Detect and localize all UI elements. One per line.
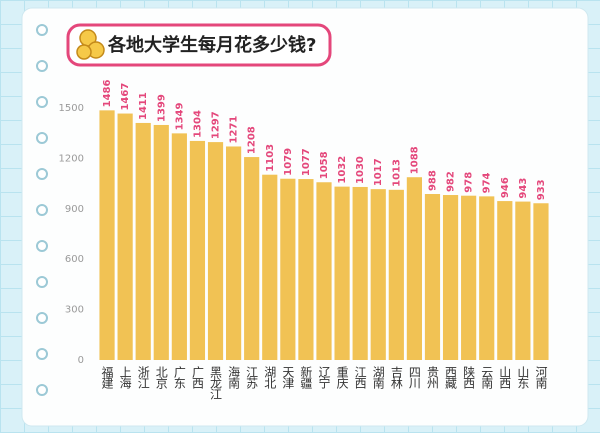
spiral <box>36 24 48 396</box>
bar <box>99 110 115 361</box>
x-tick-label: 吉林 <box>389 366 403 389</box>
value-label: 1486 <box>102 79 113 107</box>
x-tick-label: 江苏 <box>245 366 259 389</box>
x-tick-label: 湖北 <box>263 365 277 390</box>
bar <box>388 189 404 360</box>
value-label: 1399 <box>156 94 167 122</box>
value-label: 1304 <box>192 110 203 138</box>
value-label: 1103 <box>265 144 276 172</box>
bar <box>189 140 206 360</box>
x-tick-label: 北京 <box>154 366 168 390</box>
bar <box>298 179 314 360</box>
bar <box>226 146 242 360</box>
value-label: 1077 <box>301 148 312 176</box>
value-label: 988 <box>427 170 438 191</box>
x-tick-label: 山东 <box>516 366 530 389</box>
y-tick-label: 1200 <box>59 153 84 164</box>
bar <box>280 178 296 360</box>
x-tick-label: 黑龙江 <box>209 366 223 400</box>
bar <box>207 142 224 360</box>
y-tick-label: 0 <box>78 355 84 366</box>
value-label: 1467 <box>120 83 131 111</box>
bar <box>117 113 133 360</box>
bar <box>533 203 549 360</box>
bar <box>135 122 151 361</box>
x-tick-label: 上海 <box>118 366 132 389</box>
title-box <box>66 23 332 67</box>
bar <box>262 174 278 360</box>
value-label: 946 <box>500 177 511 198</box>
x-tick-label: 浙江 <box>136 366 150 389</box>
value-label: 1297 <box>211 111 222 139</box>
value-label: 978 <box>464 172 475 193</box>
bar <box>497 201 513 360</box>
bar <box>244 157 260 360</box>
x-tick-label: 河南 <box>534 366 548 389</box>
bar <box>406 177 422 360</box>
value-label: 1030 <box>355 156 366 184</box>
x-tick-label: 天津 <box>281 366 295 389</box>
chart-title: 各地大学生每月花多少钱? <box>107 34 316 56</box>
x-tick-label: 云南 <box>480 366 494 389</box>
bar <box>334 186 350 360</box>
value-label: 982 <box>446 171 457 192</box>
value-label: 1088 <box>409 146 420 174</box>
x-tick-label: 广西 <box>190 366 204 389</box>
bar <box>316 182 332 360</box>
value-label: 974 <box>482 172 493 193</box>
value-label: 933 <box>536 179 547 200</box>
bar <box>153 124 169 360</box>
bar <box>370 189 386 360</box>
value-label: 1411 <box>138 92 149 120</box>
bar <box>171 133 187 360</box>
value-label: 1271 <box>229 116 240 144</box>
x-tick-label: 西藏 <box>444 366 458 390</box>
value-label: 1032 <box>337 156 348 184</box>
x-tick-label: 贵州 <box>425 366 439 389</box>
x-tick-label: 陕西 <box>462 365 476 389</box>
x-tick-label: 福建 <box>100 365 114 390</box>
bar <box>479 196 495 360</box>
y-tick-label: 1500 <box>59 103 84 114</box>
bar <box>442 195 459 360</box>
y-tick-label: 900 <box>65 204 84 215</box>
coin-icon <box>76 29 105 60</box>
bar <box>352 186 368 360</box>
value-label: 1349 <box>174 102 185 130</box>
bar <box>515 201 531 360</box>
x-tick-label: 辽宁 <box>317 366 331 389</box>
value-label: 1079 <box>283 148 294 176</box>
x-tick-label: 四川 <box>407 366 421 389</box>
value-label: 1017 <box>373 158 384 186</box>
y-tick-label: 600 <box>65 254 84 265</box>
x-tick-label: 新疆 <box>299 365 313 389</box>
x-tick-label: 山西 <box>498 366 512 389</box>
x-tick-label: 江西 <box>353 366 367 389</box>
x-tick-label: 广东 <box>172 366 186 389</box>
value-label: 1058 <box>319 151 330 179</box>
value-label: 1208 <box>247 126 258 154</box>
bar <box>461 195 477 360</box>
bar <box>424 194 441 360</box>
x-tick-label: 重庆 <box>335 366 349 389</box>
y-tick-label: 300 <box>65 305 84 316</box>
x-tick-label: 湖南 <box>371 365 385 389</box>
value-label: 943 <box>518 178 529 199</box>
value-label: 1013 <box>391 159 402 187</box>
x-tick-label: 海南 <box>227 365 241 389</box>
